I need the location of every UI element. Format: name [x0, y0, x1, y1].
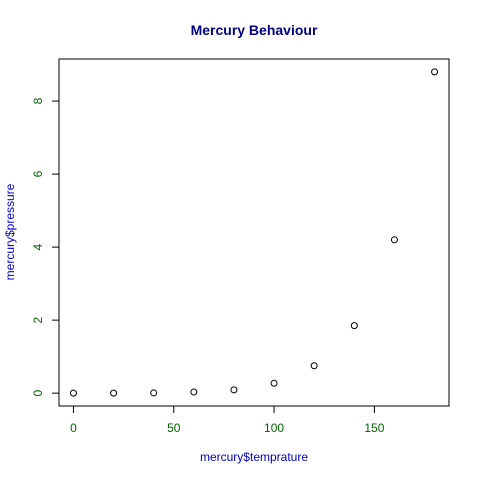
x-tick-label: 50 [167, 421, 181, 435]
chart-title: Mercury Behaviour [191, 22, 318, 38]
x-axis: 0 50 100 150 [70, 405, 385, 435]
data-point [190, 388, 198, 396]
y-axis-title: mercury$pressure [3, 183, 17, 280]
x-tick-label: 0 [70, 421, 77, 435]
data-points [69, 68, 439, 397]
y-tick-label: 0 [31, 389, 45, 396]
data-point [270, 379, 278, 387]
data-point [390, 236, 398, 244]
data-point [110, 389, 118, 397]
x-tick-label: 100 [264, 421, 284, 435]
x-axis-title: mercury$temprature [200, 450, 308, 464]
y-tick-label: 2 [31, 316, 45, 323]
data-point [310, 362, 318, 370]
y-axis: 0 2 4 6 8 [31, 97, 60, 396]
data-point [431, 68, 439, 76]
y-tick-label: 6 [31, 170, 45, 177]
x-tick-label: 150 [364, 421, 384, 435]
data-point [350, 322, 358, 330]
plot-frame [58, 58, 450, 407]
data-point [69, 389, 77, 397]
y-tick-label: 8 [31, 97, 45, 104]
data-point [150, 389, 158, 397]
y-tick-label: 4 [31, 243, 45, 250]
data-point [230, 386, 238, 394]
